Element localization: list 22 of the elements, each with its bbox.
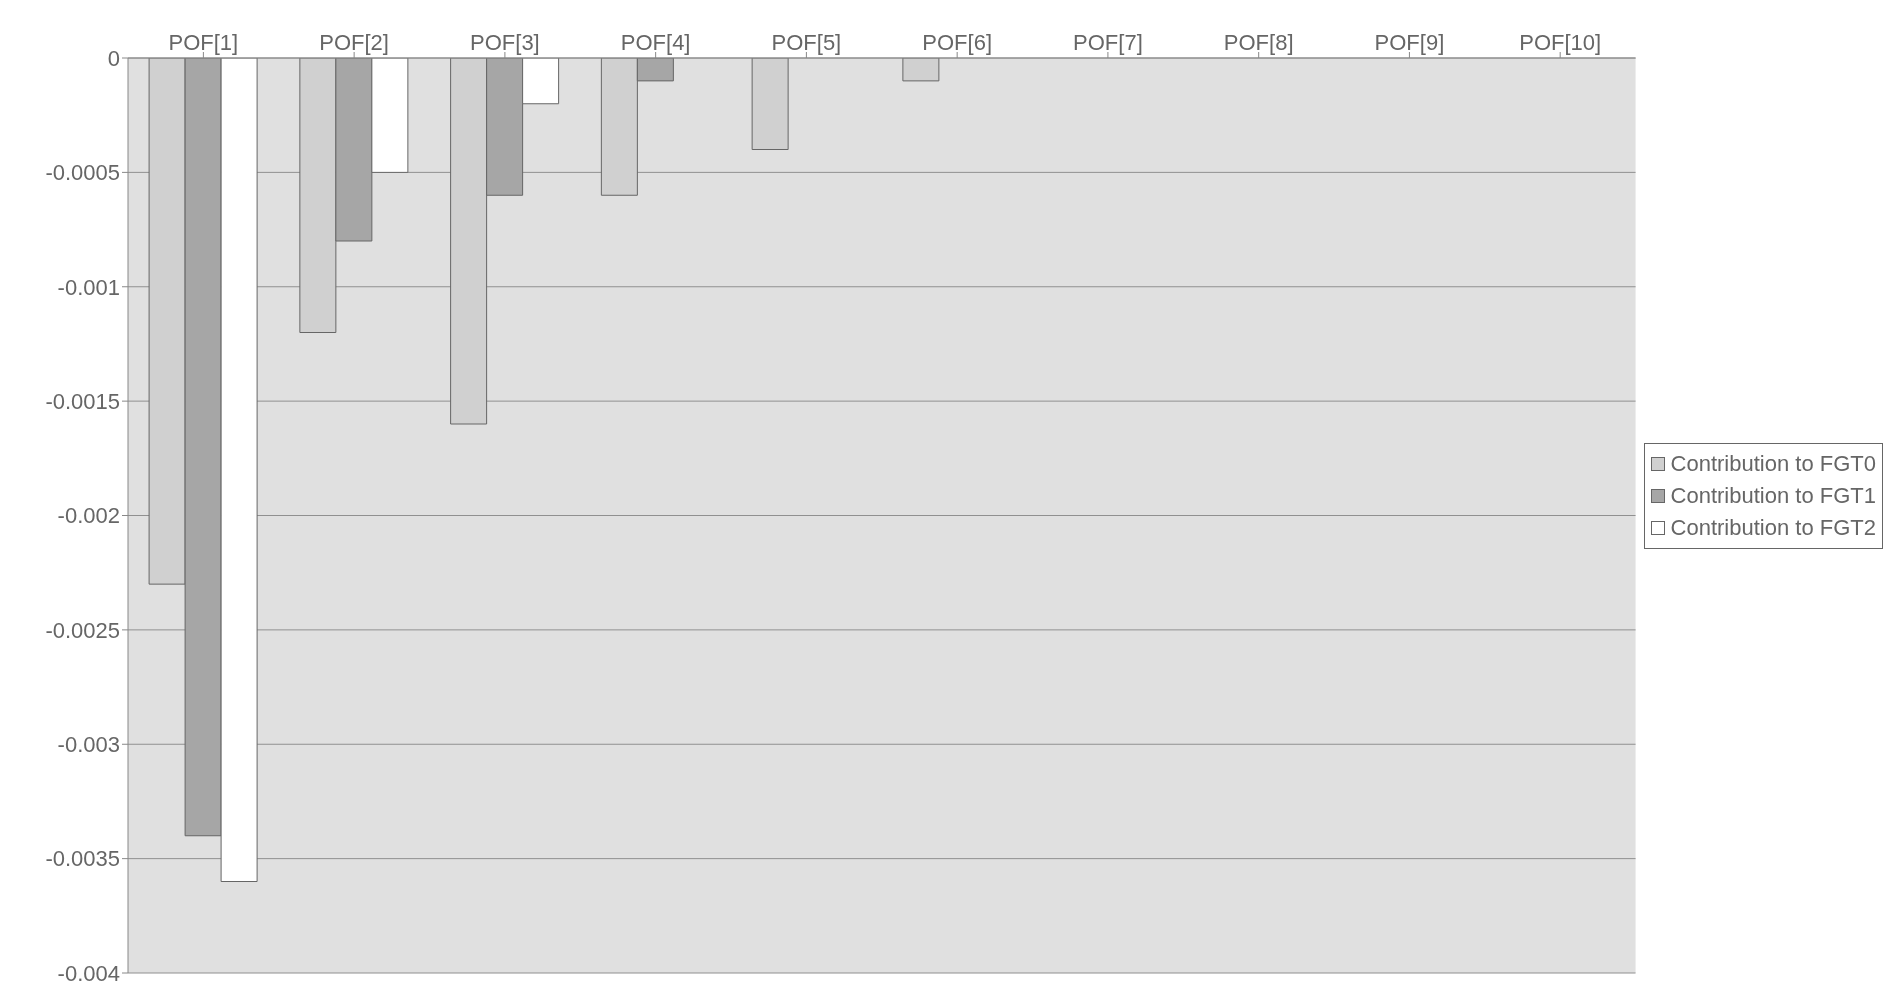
x-tick-label: POF[3] xyxy=(470,30,540,55)
x-tick-label: POF[10] xyxy=(1519,30,1602,55)
y-tick-label: -0.0035 xyxy=(45,846,120,872)
legend-label: Contribution to FGT0 xyxy=(1670,449,1876,478)
x-tick-label: POF[2] xyxy=(319,30,389,55)
x-tick-label: POF[9] xyxy=(1374,30,1445,55)
y-tick-label: -0.0005 xyxy=(45,160,120,186)
x-tick-label: POF[4] xyxy=(620,30,691,55)
y-tick-label: -0.0025 xyxy=(45,617,120,643)
y-tick-label: -0.001 xyxy=(57,274,120,300)
legend-label: Contribution to FGT1 xyxy=(1670,481,1876,510)
x-tick-label: POF[5] xyxy=(771,30,842,55)
x-tick-label: POF[1] xyxy=(168,30,239,55)
y-tick-label: -0.003 xyxy=(57,732,120,758)
y-tick-label: -0.0015 xyxy=(45,388,120,414)
y-tick-label: -0.002 xyxy=(57,503,120,529)
legend-label: Contribution to FGT2 xyxy=(1670,513,1876,542)
x-tick-label: POF[7] xyxy=(1073,30,1143,55)
y-tick-label: -0.004 xyxy=(57,960,120,986)
y-tick-label: 0 xyxy=(107,45,120,71)
x-tick-label: POF[8] xyxy=(1223,30,1294,55)
x-tick-label: POF[6] xyxy=(922,30,992,55)
